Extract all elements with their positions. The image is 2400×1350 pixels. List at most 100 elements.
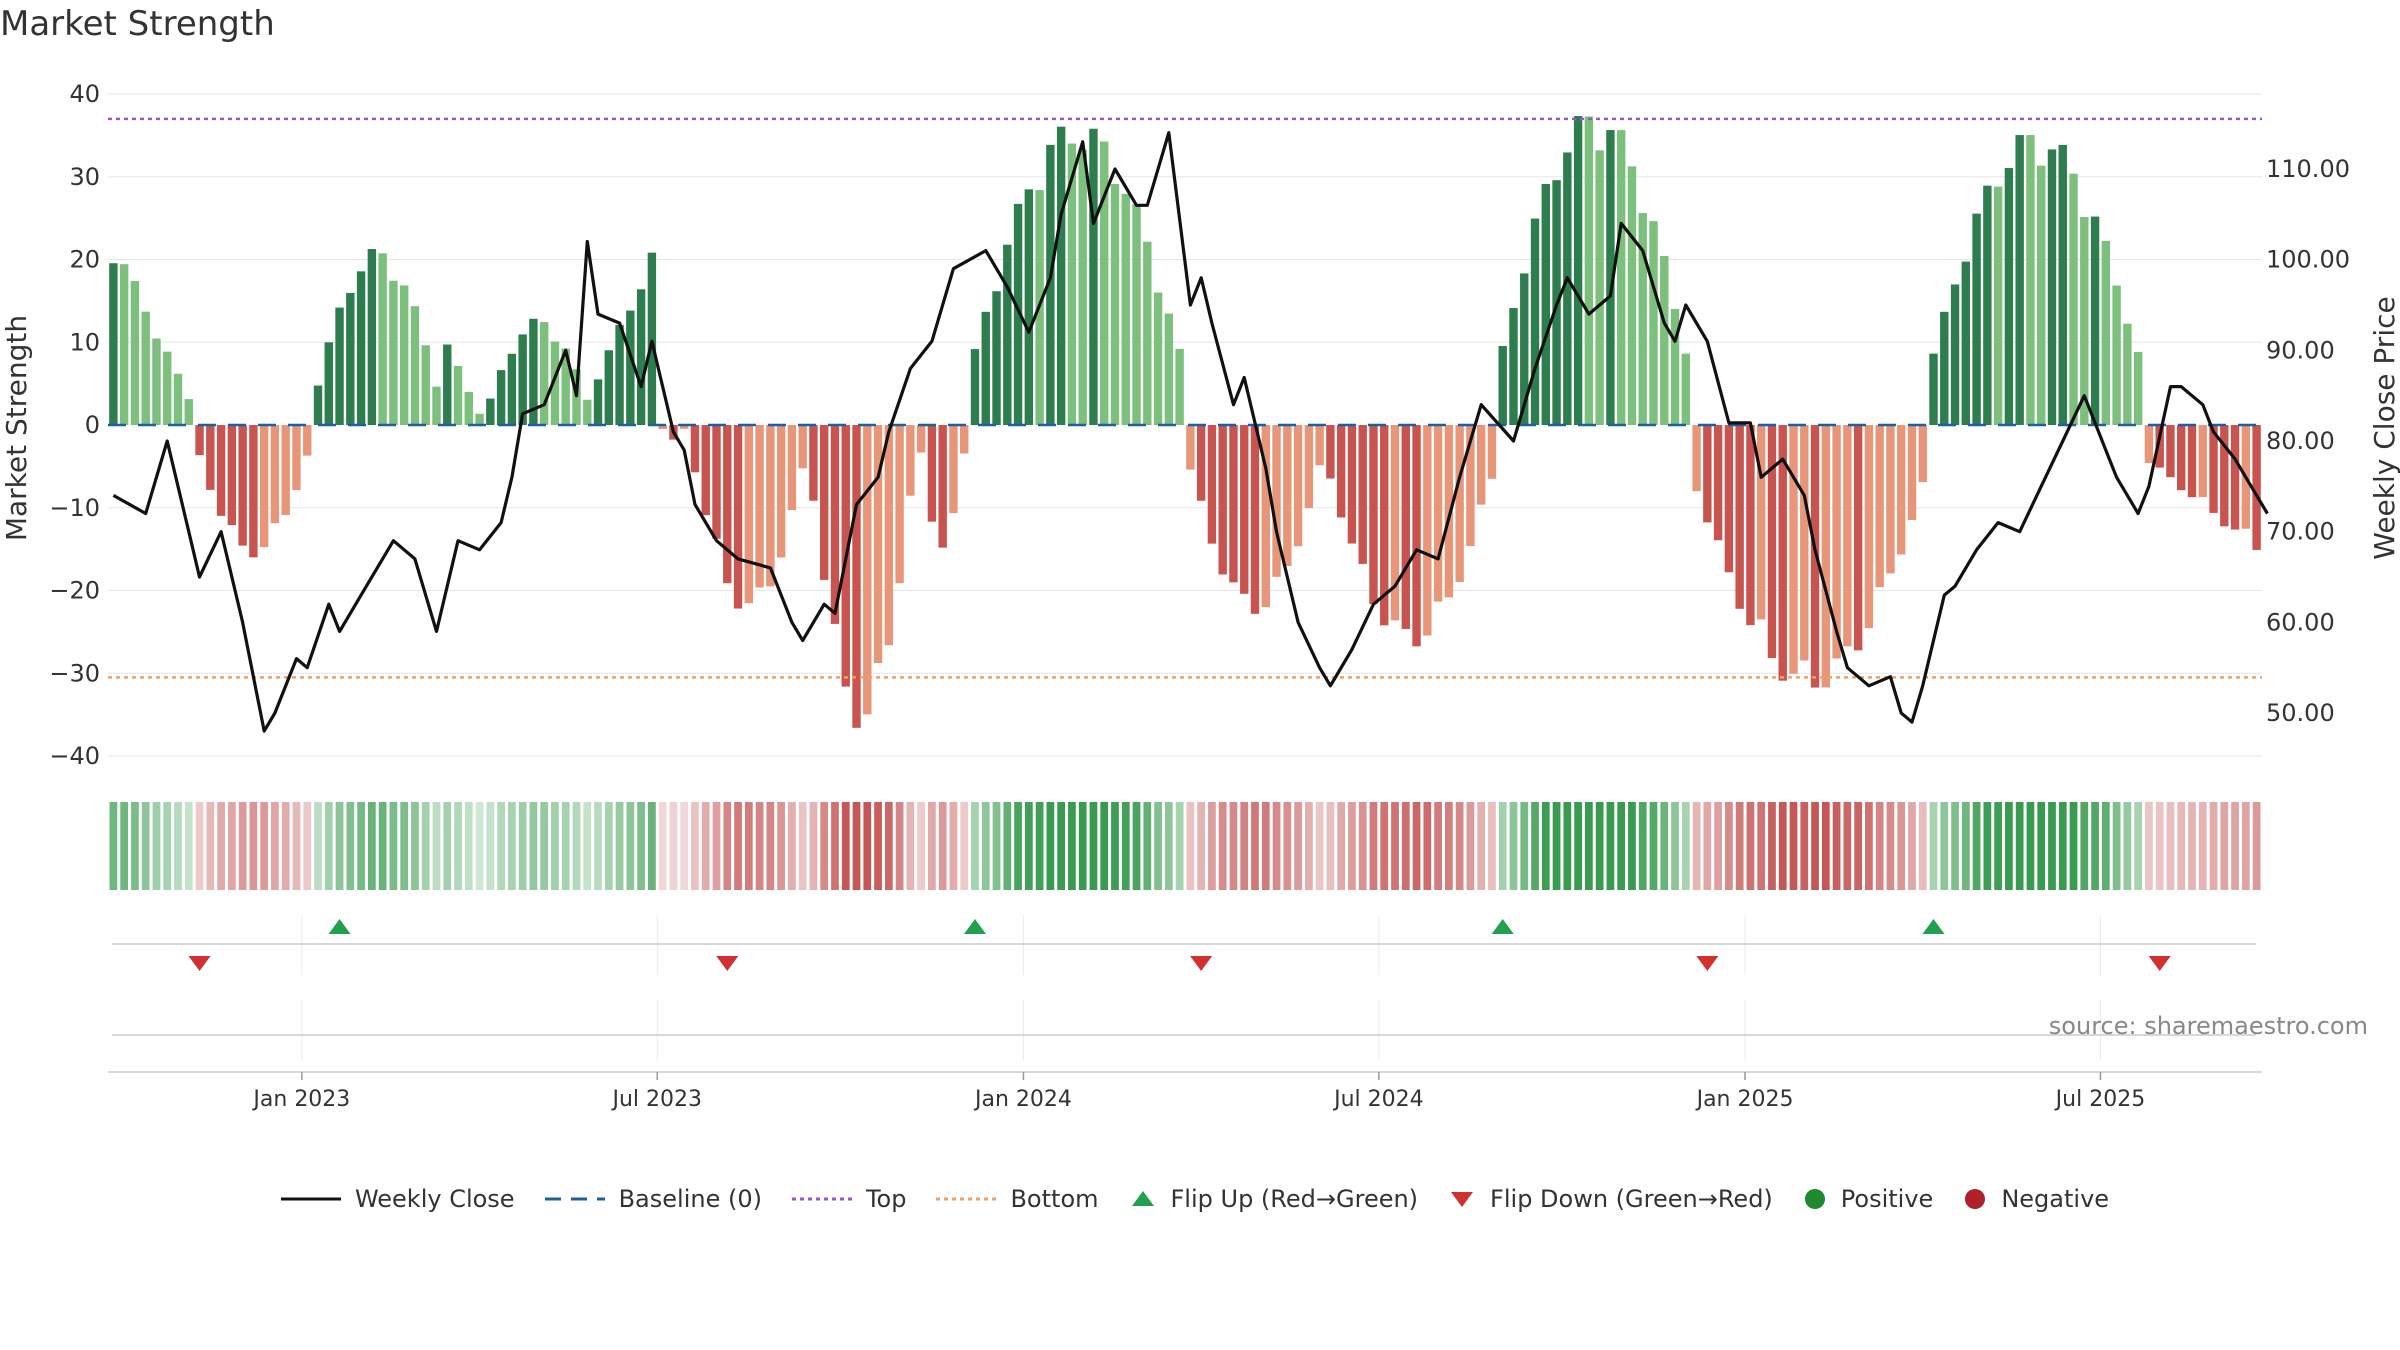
heat-cell	[1865, 802, 1873, 890]
strength-bar	[173, 373, 183, 425]
heat-cell	[1100, 802, 1109, 890]
heat-cell	[1595, 802, 1604, 890]
strength-bar	[109, 263, 118, 425]
heat-cell	[1003, 802, 1012, 890]
heat-cell	[2198, 802, 2207, 890]
heat-cell	[1348, 802, 1356, 890]
strength-bar	[873, 425, 883, 664]
legend-item: Top	[791, 1185, 906, 1213]
y2-tick-label: 90.00	[2266, 336, 2335, 364]
heat-cell	[971, 802, 979, 890]
strength-bar	[1336, 425, 1346, 518]
legend-label: Baseline (0)	[618, 1185, 762, 1213]
weekly-close-line	[112, 131, 2269, 733]
strength-bar	[292, 425, 301, 491]
heat-cell	[744, 802, 753, 890]
strength-bar	[1746, 425, 1755, 626]
strength-bar	[615, 324, 624, 425]
strength-bar	[2069, 173, 2078, 425]
strength-bar	[1326, 425, 1335, 479]
strength-bar	[1444, 425, 1454, 598]
heat-cell	[389, 802, 398, 890]
heat-cell	[2231, 802, 2239, 890]
strength-bar	[1520, 273, 1529, 425]
strength-bar	[270, 425, 280, 524]
y2-tick-label: 110.00	[2266, 155, 2350, 183]
strength-bar	[141, 311, 150, 425]
heat-cell	[820, 802, 829, 890]
strength-bar	[2037, 165, 2046, 425]
strength-bar	[1153, 292, 1163, 425]
heat-cell	[615, 802, 624, 890]
strength-bar	[2144, 425, 2154, 463]
heat-cell	[583, 802, 592, 890]
strength-bar	[2026, 135, 2035, 425]
strength-bar	[1369, 425, 1378, 605]
heat-cell	[1897, 802, 1906, 890]
heat-cell	[1208, 802, 1216, 890]
strength-bar	[1498, 345, 1507, 425]
strength-bar	[1207, 425, 1217, 544]
heat-cell	[1412, 802, 1421, 890]
strength-bar	[163, 351, 172, 425]
strength-bar	[453, 365, 463, 425]
strength-bar	[1455, 425, 1464, 582]
strength-bar	[852, 425, 861, 728]
heat-cell	[755, 802, 764, 890]
heat-cell	[507, 802, 516, 890]
strength-bar	[626, 310, 635, 425]
strength-bar	[1121, 193, 1130, 425]
heat-cell	[691, 802, 699, 890]
triangle-down-icon	[1448, 1189, 1476, 1209]
strength-bar	[2177, 425, 2186, 491]
heat-cell	[712, 802, 721, 890]
heat-cell	[1768, 802, 1776, 890]
strength-bar	[723, 425, 732, 584]
strength-bar	[820, 425, 829, 580]
heat-cell	[1466, 802, 1475, 890]
strength-bar	[410, 306, 420, 425]
strength-bar	[1401, 425, 1410, 630]
strength-bar	[518, 334, 527, 425]
strength-bar	[2209, 425, 2218, 513]
heat-cell	[884, 802, 893, 890]
heat-cell	[2241, 802, 2250, 890]
flip-up-marker	[1491, 919, 1514, 934]
heat-cell	[1649, 802, 1658, 890]
heat-cell	[2166, 802, 2175, 890]
strength-bar	[475, 413, 484, 425]
heat-cell	[648, 802, 656, 890]
strength-bar	[927, 425, 937, 522]
heat-cell	[604, 802, 613, 890]
heat-cell	[475, 802, 484, 890]
heat-cell	[152, 802, 161, 890]
strength-bar	[1832, 425, 1841, 659]
heat-cell	[906, 802, 915, 890]
flip-down-marker	[2148, 956, 2171, 971]
heat-cell	[1714, 802, 1722, 890]
strength-bar	[1433, 425, 1443, 602]
strength-bar	[2220, 425, 2229, 527]
y-tick-label: 10	[69, 328, 100, 356]
strength-bar	[593, 379, 603, 425]
strength-bar	[981, 311, 990, 425]
heat-cell	[174, 802, 182, 890]
strength-bar	[2198, 425, 2207, 498]
heat-cell	[2091, 802, 2099, 890]
heat-cell	[1121, 802, 1130, 890]
strength-bar	[1778, 425, 1787, 681]
strength-bar	[1003, 244, 1012, 425]
strength-bar	[1735, 425, 1744, 609]
heat-cell	[852, 802, 861, 890]
heat-cell	[841, 802, 850, 890]
strength-bar	[1756, 425, 1766, 620]
heat-cell	[1164, 802, 1173, 890]
strength-bar	[1983, 185, 1992, 425]
legend-label: Flip Down (Green→Red)	[1490, 1185, 1773, 1213]
heat-cell	[497, 802, 505, 890]
strength-bar	[119, 264, 129, 425]
strength-bar	[690, 425, 700, 473]
heat-cell	[206, 802, 215, 890]
strength-bar	[346, 292, 355, 425]
